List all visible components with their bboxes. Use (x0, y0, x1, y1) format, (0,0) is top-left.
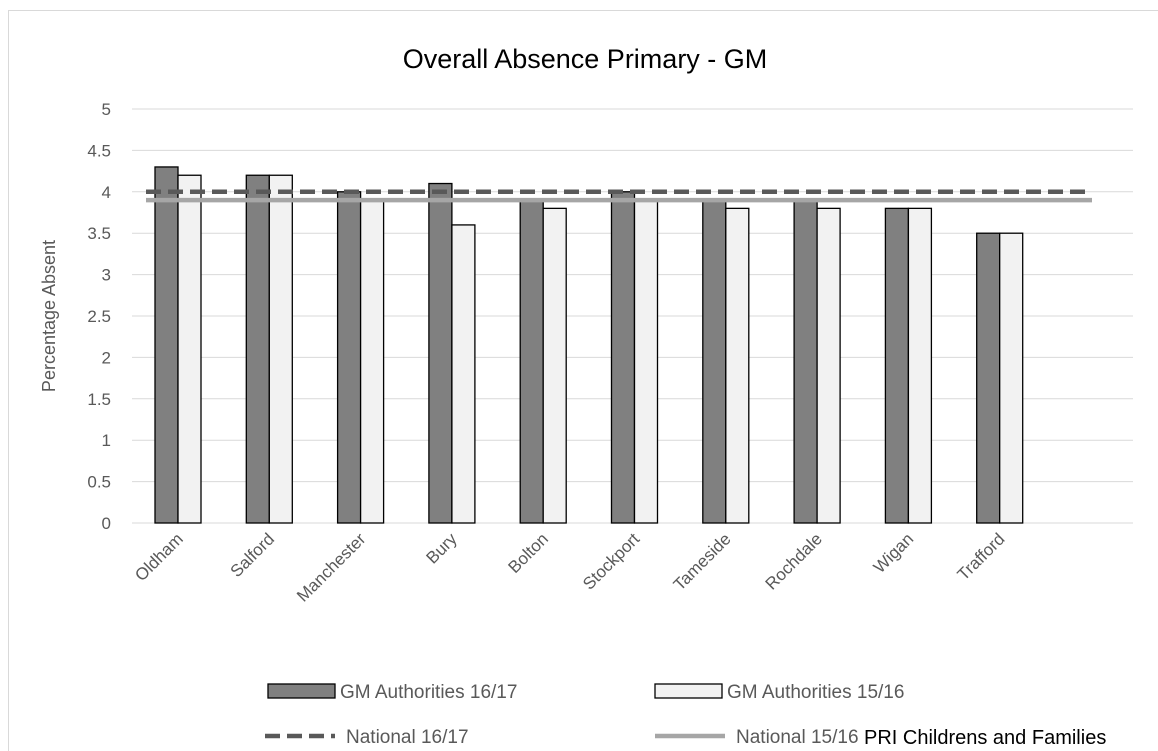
bar-tameside-series1 (702, 199, 727, 524)
x-tick-label: Bury (423, 529, 462, 568)
bar-salford-series1 (245, 174, 270, 524)
bar-stockport-series1 (610, 191, 636, 524)
y-tick-label: 4 (102, 183, 111, 202)
x-tick-label: Oldham (131, 529, 187, 585)
reference-lines (146, 189, 1092, 203)
x-axis-ticks: Oldham Salford Manchester Bury Bolton Stockpo… (131, 529, 1008, 606)
legend-label: GM Authorities 16/17 (340, 682, 517, 703)
legend-label: GM Authorities 15/16 (727, 682, 904, 703)
bar-manchester-series2 (359, 199, 385, 524)
x-tick-label: Bolton (505, 529, 553, 577)
y-axis-label: Percentage Absent (39, 240, 59, 392)
y-tick-label: 4.5 (87, 141, 111, 160)
bar-trafford-series1 (976, 232, 1001, 524)
x-tick-label: Trafford (954, 529, 1009, 584)
x-tick-label: Rochdale (762, 529, 826, 593)
bar-bolton-series2 (542, 207, 567, 524)
legend-swatch (654, 683, 723, 699)
bar-salford-series2 (268, 174, 293, 524)
x-tick-label: Salford (227, 529, 279, 581)
bar-rochdale-series1 (793, 199, 818, 524)
legend-swatch (267, 683, 336, 699)
x-tick-label: Manchester (293, 529, 369, 605)
source-annotation: PRI Childrens and Families (864, 727, 1106, 749)
bar-oldham-series2 (177, 174, 202, 524)
x-tick-label: Wigan (870, 529, 918, 577)
legend: GM Authorities 16/17 GM Authorities 15/16… (265, 682, 904, 748)
y-tick-label: 2.5 (87, 307, 111, 326)
y-tick-label: 5 (102, 100, 111, 119)
bar-stockport-series2 (633, 199, 659, 524)
legend-label: National 16/17 (346, 727, 469, 748)
y-tick-label: 0 (102, 514, 111, 533)
bar-rochdale-series2 (816, 207, 841, 524)
bar-bury-series2 (451, 224, 476, 524)
y-tick-label: 3 (102, 266, 111, 285)
bar-manchester-series1 (336, 191, 362, 524)
y-tick-label: 2 (102, 348, 111, 367)
x-tick-label: Stockport (579, 529, 643, 593)
bar-bury-series1 (428, 182, 453, 524)
bar-bolton-series1 (519, 199, 544, 524)
y-axis-ticks: 0 0.5 1 1.5 2 2.5 3 3.5 4 4.5 5 (87, 100, 111, 533)
bar-tameside-series2 (725, 207, 750, 524)
y-tick-label: 0.5 (87, 473, 111, 492)
bar-oldham-series1 (154, 166, 179, 524)
bar-trafford-series2 (999, 232, 1024, 524)
bars (154, 166, 1024, 524)
legend-label: National 15/16 (736, 727, 859, 748)
y-tick-label: 1 (102, 431, 111, 450)
y-tick-label: 3.5 (87, 224, 111, 243)
y-tick-label: 1.5 (87, 390, 111, 409)
bar-wigan-series1 (884, 207, 910, 524)
x-tick-label: Tameside (670, 529, 735, 594)
bar-wigan-series2 (907, 207, 933, 524)
chart-title: Overall Absence Primary - GM (403, 44, 768, 74)
